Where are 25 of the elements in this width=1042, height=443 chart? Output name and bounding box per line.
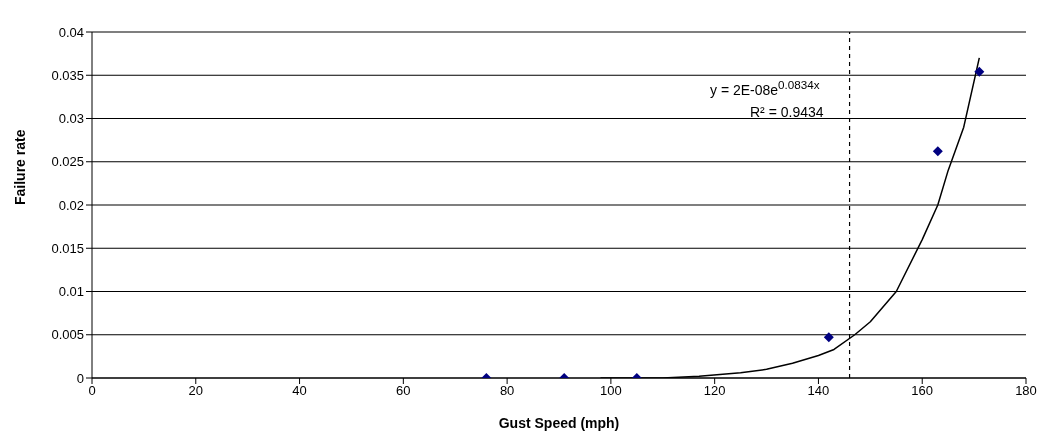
annotation: R² = 0.9434 xyxy=(749,104,825,120)
x-tick-label: 120 xyxy=(703,383,726,399)
y-tick-label: 0.01 xyxy=(58,284,84,300)
x-tick-label: 180 xyxy=(1015,383,1037,399)
y-tick-label: 0 xyxy=(76,370,84,386)
y-tick-label: 0.015 xyxy=(51,240,84,256)
x-tick-label: 160 xyxy=(911,383,934,399)
y-tick-label: 0.03 xyxy=(58,111,84,127)
x-tick-label: 80 xyxy=(499,383,515,399)
x-tick-label: 40 xyxy=(292,383,307,399)
x-tick-label: 0 xyxy=(88,383,96,399)
y-tick-label: 0.035 xyxy=(51,67,84,83)
annotation: y = 2E-08e$^{0.0834x}$ xyxy=(709,78,821,98)
y-tick-label: 0.02 xyxy=(58,197,84,213)
point xyxy=(974,66,985,77)
x-tick-label: 100 xyxy=(600,383,622,399)
x-tick-label: 140 xyxy=(807,383,830,399)
y-tick-label: 0.025 xyxy=(51,154,84,170)
x-tick-label: 20 xyxy=(188,383,204,399)
point xyxy=(932,146,943,157)
x-axis-title: Gust Speed (mph) xyxy=(498,415,620,431)
x-tick-label: 60 xyxy=(396,383,411,399)
y-axis-title: Failure rate xyxy=(11,129,28,205)
y-tick-label: 0.005 xyxy=(51,327,84,343)
y-tick-label: 0.04 xyxy=(58,24,84,40)
